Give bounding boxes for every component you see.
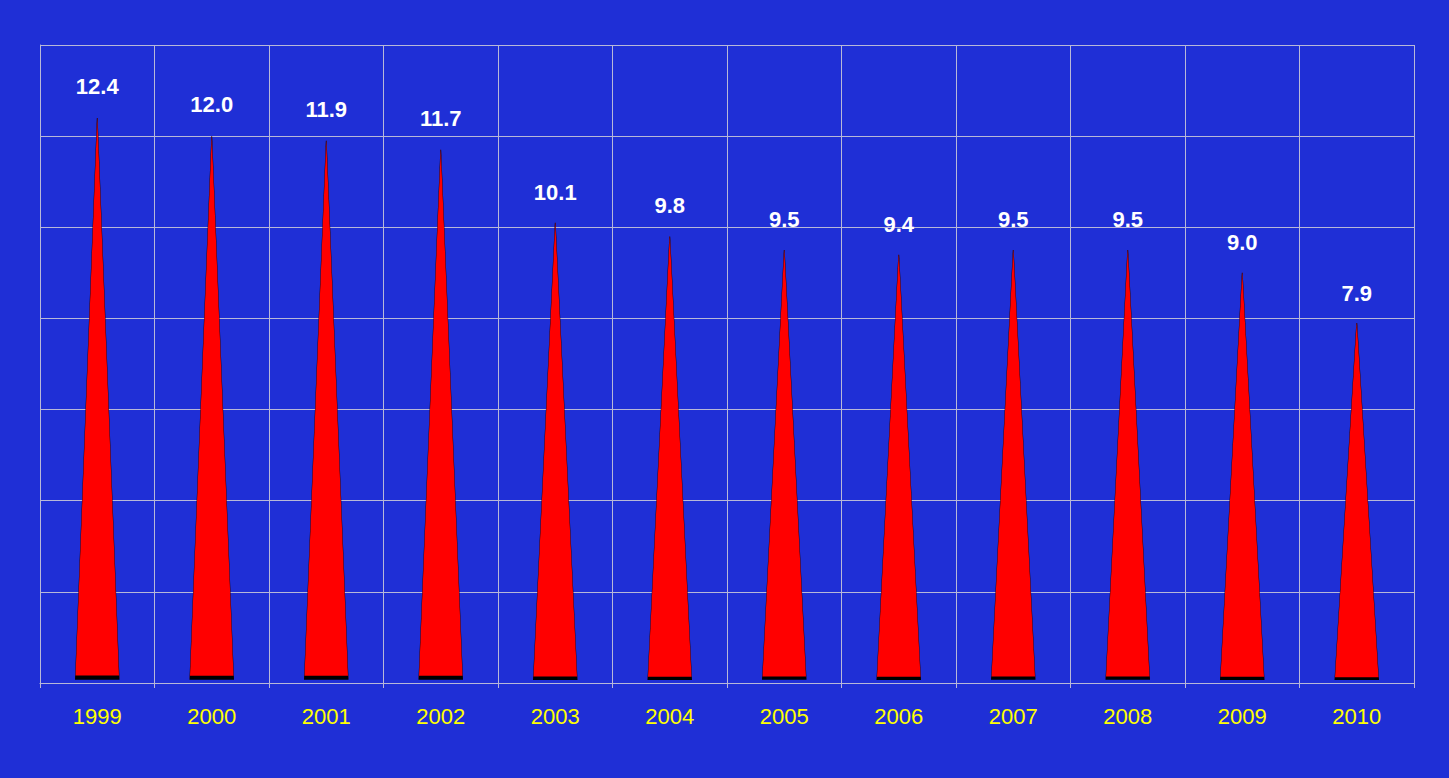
svg-text:11.7: 11.7 — [420, 106, 462, 131]
svg-text:2007: 2007 — [989, 704, 1038, 729]
svg-text:9.4: 9.4 — [883, 212, 914, 237]
svg-text:11.9: 11.9 — [305, 97, 347, 122]
svg-text:9.5: 9.5 — [769, 207, 800, 232]
svg-text:2010: 2010 — [1332, 704, 1381, 729]
svg-text:2009: 2009 — [1218, 704, 1267, 729]
svg-text:7.9: 7.9 — [1341, 281, 1372, 306]
svg-text:2006: 2006 — [874, 704, 923, 729]
svg-text:2005: 2005 — [760, 704, 809, 729]
svg-text:2003: 2003 — [531, 704, 580, 729]
svg-text:9.0: 9.0 — [1227, 230, 1258, 255]
svg-text:2001: 2001 — [302, 704, 351, 729]
svg-text:2002: 2002 — [416, 704, 465, 729]
svg-text:12.4: 12.4 — [76, 74, 120, 99]
svg-text:10.1: 10.1 — [534, 180, 577, 205]
svg-text:2000: 2000 — [187, 704, 236, 729]
svg-text:9.8: 9.8 — [654, 193, 685, 218]
svg-text:12.0: 12.0 — [190, 92, 233, 117]
svg-text:9.5: 9.5 — [998, 207, 1029, 232]
svg-text:9.5: 9.5 — [1112, 207, 1143, 232]
svg-text:2004: 2004 — [645, 704, 694, 729]
svg-text:1999: 1999 — [73, 704, 122, 729]
svg-text:2008: 2008 — [1103, 704, 1152, 729]
